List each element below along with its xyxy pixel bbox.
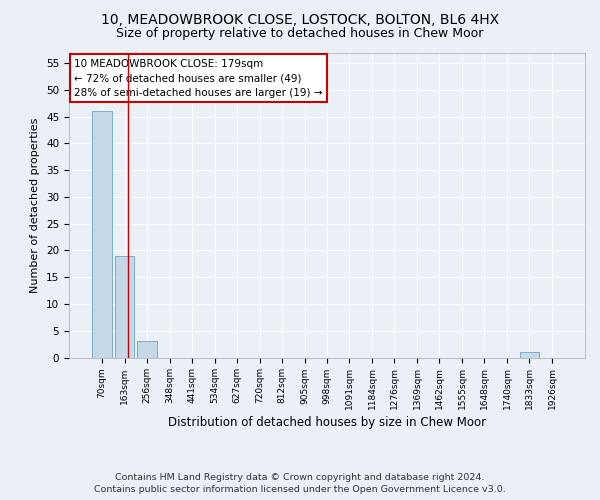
Text: 10 MEADOWBROOK CLOSE: 179sqm
← 72% of detached houses are smaller (49)
28% of se: 10 MEADOWBROOK CLOSE: 179sqm ← 72% of de… xyxy=(74,58,323,98)
Text: 10, MEADOWBROOK CLOSE, LOSTOCK, BOLTON, BL6 4HX: 10, MEADOWBROOK CLOSE, LOSTOCK, BOLTON, … xyxy=(101,12,499,26)
Bar xyxy=(92,112,112,358)
Text: Contains HM Land Registry data © Crown copyright and database right 2024.
Contai: Contains HM Land Registry data © Crown c… xyxy=(94,472,506,494)
Bar xyxy=(137,342,157,357)
Y-axis label: Number of detached properties: Number of detached properties xyxy=(31,118,40,292)
Bar xyxy=(520,352,539,358)
Bar xyxy=(115,256,134,358)
X-axis label: Distribution of detached houses by size in Chew Moor: Distribution of detached houses by size … xyxy=(168,416,486,430)
Text: Size of property relative to detached houses in Chew Moor: Size of property relative to detached ho… xyxy=(116,28,484,40)
